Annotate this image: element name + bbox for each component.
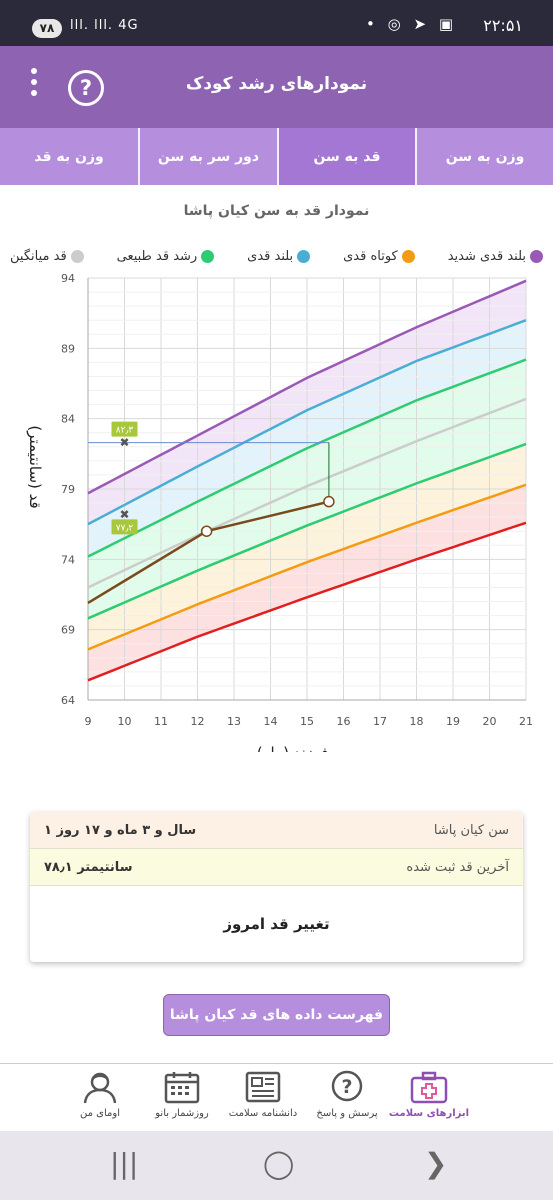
y-tick-label: 79 xyxy=(61,483,75,496)
help-icon[interactable]: ? xyxy=(68,70,104,106)
nav-encyclopedia[interactable]: دانشنامه سلامت xyxy=(220,1070,306,1119)
percentile-curve xyxy=(87,442,527,620)
annotation-marker: ✖ xyxy=(119,507,129,521)
x-tick-label: 9 xyxy=(85,715,92,728)
svg-text:?: ? xyxy=(341,1076,352,1098)
age-row: ۱ سال و ۳ ماه و ۱۷ روز سن کیان پاشا xyxy=(30,812,523,849)
y-axis-label: قد (سانتیمتر) xyxy=(26,425,44,508)
app-header: ? نمودارهای رشد کودک xyxy=(0,46,553,128)
x-tick-label: 11 xyxy=(154,715,168,728)
height-value: ۷۸٫۱ سانتیمتر xyxy=(44,859,133,875)
nav-label: دانشنامه سلامت xyxy=(228,1108,298,1119)
chart-legend: بلند قدی شدید کوتاه قدی بلند قدی رشد قد … xyxy=(10,245,543,267)
y-tick-label: 89 xyxy=(61,342,75,355)
legend-item: بلند قدی xyxy=(247,245,311,267)
back-icon[interactable]: ❯ xyxy=(424,1147,448,1180)
legend-item: رشد قد طبیعی xyxy=(117,245,215,267)
newspaper-icon xyxy=(245,1071,281,1103)
nav-label: اومای من xyxy=(80,1108,120,1119)
x-axis-label: سن فرزند (ماه) xyxy=(257,744,357,752)
legend-dot xyxy=(530,249,543,263)
legend-dot xyxy=(401,249,415,263)
tab-weight-for-height[interactable]: وزن به قد xyxy=(34,148,104,165)
calendar-icon xyxy=(164,1072,200,1104)
legend-dot xyxy=(201,249,215,263)
x-tick-label: 18 xyxy=(410,715,424,728)
x-tick-label: 20 xyxy=(483,715,497,728)
bottom-nav: ابزارهای سلامت ? پرسش و پاسخ دانشنامه سل… xyxy=(0,1063,553,1131)
nav-health-tools[interactable]: ابزارهای سلامت xyxy=(386,1070,472,1119)
nav-calendar[interactable]: روزشمار بانو xyxy=(139,1070,225,1119)
nav-qa[interactable]: ? پرسش و پاسخ xyxy=(304,1070,390,1119)
y-tick-label: 74 xyxy=(61,553,75,566)
chart-tabs: وزن به قد دور سر به سن قد به سن وزن به س… xyxy=(0,128,553,185)
y-tick-label: 64 xyxy=(61,694,75,707)
legend-dot xyxy=(70,249,84,263)
nav-profile[interactable]: اومای من xyxy=(57,1070,143,1119)
percentile-curve xyxy=(87,521,527,682)
x-tick-label: 10 xyxy=(118,715,132,728)
legend-label: بلند قدی xyxy=(247,248,294,264)
percentile-curve xyxy=(87,319,527,526)
info-card: ۱ سال و ۳ ماه و ۱۷ روز سن کیان پاشا ۷۸٫۱… xyxy=(30,812,523,962)
y-tick-label: 69 xyxy=(61,624,75,637)
x-tick-label: 16 xyxy=(337,715,351,728)
annotation-label: ۷۷٫۲ xyxy=(116,523,134,533)
height-for-age-chart[interactable]: ✖۸۲٫۳✖۷۷٫۲9 10 11 12 13 14 15 16 17 18 19 20 2164697… xyxy=(0,262,553,752)
legend-dot xyxy=(297,249,311,263)
change-height-button[interactable]: تغییر قد امروز xyxy=(223,915,330,933)
x-tick-label: 13 xyxy=(227,715,241,728)
child-height-point xyxy=(323,495,335,508)
annotation-label-bg xyxy=(111,421,138,437)
age-value: ۱ سال و ۳ ماه و ۱۷ روز xyxy=(44,822,197,838)
home-icon[interactable]: ◯ xyxy=(263,1147,295,1180)
question-icon: ? xyxy=(331,1070,363,1102)
height-label: آخرین قد ثبت شده xyxy=(406,859,509,875)
legend-label: قد میانگین xyxy=(10,248,67,264)
legend-label: رشد قد طبیعی xyxy=(116,248,198,264)
tab-head-for-age[interactable]: دور سر به سن xyxy=(138,128,277,185)
height-row: ۷۸٫۱ سانتیمتر آخرین قد ثبت شده xyxy=(30,849,523,886)
legend-item: قد میانگین xyxy=(10,245,84,267)
status-bar: ۷۸ lll. lll. 4G • ◎ ➤ ▣ ۲۲:۵۱ xyxy=(0,0,553,46)
x-tick-label: 12 xyxy=(191,715,205,728)
x-tick-label: 15 xyxy=(300,715,314,728)
notification-icons: • ◎ ➤ ▣ xyxy=(366,15,457,33)
y-tick-label: 84 xyxy=(61,413,75,426)
x-tick-label: 19 xyxy=(446,715,460,728)
legend-label: کوتاه قدی xyxy=(343,248,398,264)
legend-item: کوتاه قدی xyxy=(343,245,415,267)
percentile-curve xyxy=(87,358,527,558)
annotation-label: ۸۲٫۳ xyxy=(116,426,134,436)
annotation-label-bg xyxy=(111,519,138,535)
percentile-curve xyxy=(87,483,527,651)
legend-item: بلند قدی شدید xyxy=(448,245,543,267)
child-height-point xyxy=(200,525,213,537)
tab-weight-for-age[interactable]: وزن به سن xyxy=(415,128,553,185)
nav-label: روزشمار بانو xyxy=(155,1108,209,1119)
height-list-button[interactable]: فهرست داده های قد کیان پاشا xyxy=(163,994,390,1036)
medical-kit-icon xyxy=(410,1071,448,1104)
recents-icon[interactable]: ||| xyxy=(110,1147,139,1180)
y-tick-label: 94 xyxy=(61,272,75,285)
annotation-marker: ✖ xyxy=(119,436,129,450)
system-nav: ||| ◯ ❯ xyxy=(0,1131,553,1200)
more-menu-icon[interactable] xyxy=(26,68,42,104)
x-tick-label: 14 xyxy=(264,715,278,728)
legend-label: بلند قدی شدید xyxy=(447,248,526,264)
nav-label: ابزارهای سلامت xyxy=(388,1108,470,1119)
percentile-curve xyxy=(87,397,527,589)
nav-label: پرسش و پاسخ xyxy=(316,1108,378,1119)
page-title: نمودارهای رشد کودک xyxy=(185,74,368,94)
age-label: سن کیان پاشا xyxy=(433,822,509,838)
x-tick-label: 17 xyxy=(373,715,387,728)
clock: ۲۲:۵۱ xyxy=(483,16,523,35)
tab-height-for-age[interactable]: قد به سن xyxy=(277,128,415,185)
battery-indicator: ۷۸ xyxy=(32,19,62,38)
percentile-curve xyxy=(87,279,527,495)
chart-title: نمودار قد به سن کیان پاشا xyxy=(183,203,370,219)
user-icon xyxy=(83,1072,117,1104)
x-tick-label: 21 xyxy=(519,715,533,728)
signal-icon: lll. lll. 4G xyxy=(70,18,139,33)
